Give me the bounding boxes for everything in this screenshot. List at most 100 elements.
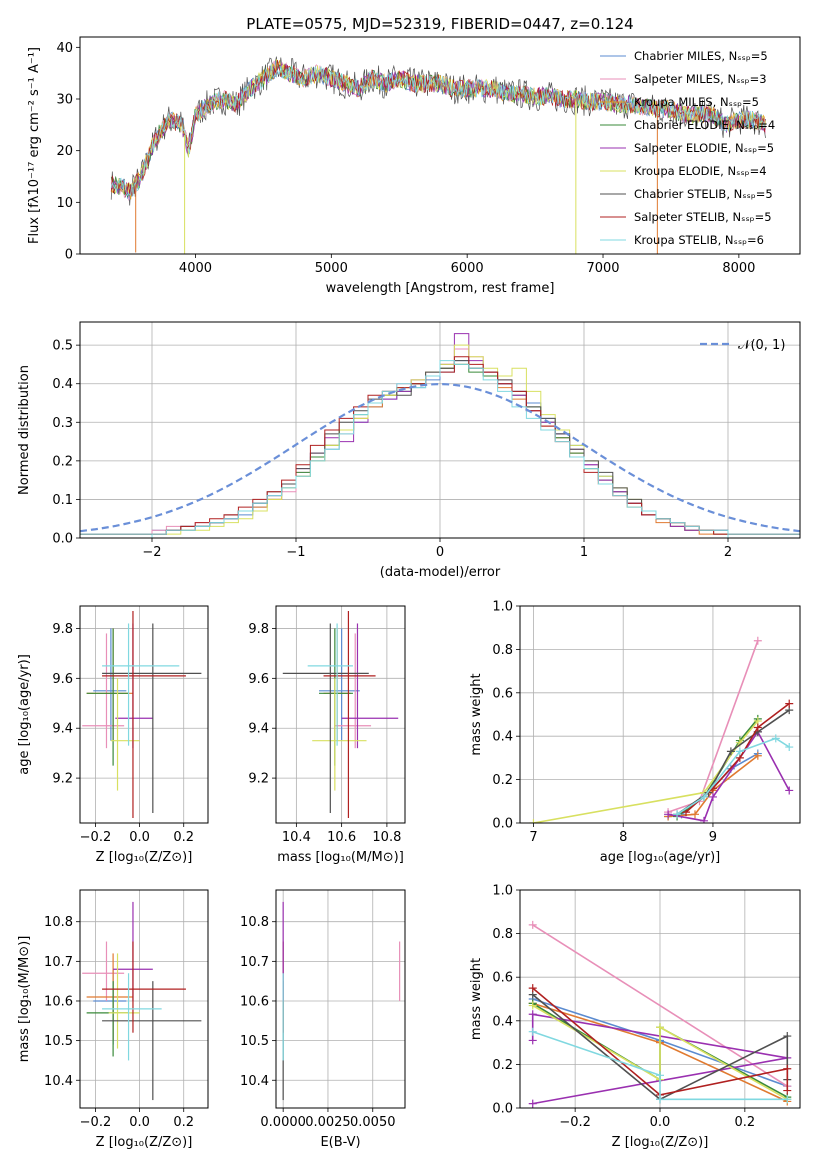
y-tick-label: 9.4	[248, 722, 269, 737]
y-tick-label: 9.8	[248, 622, 269, 637]
y-axis-label: age [log₁₀(age/yr)]	[17, 654, 32, 775]
y-tick-label: 9.2	[248, 772, 269, 787]
plot-area	[82, 901, 202, 1101]
chart-age-vs-z: −0.2 0.0 0.2 9.2 9.4 9.6 9.8 Z [log₁₀(Z/Z⊙)] age…	[17, 605, 209, 865]
x-axis-label: Z [log₁₀(Z/Z⊙)]	[96, 850, 193, 865]
x-tick-label: 0.0	[129, 1115, 150, 1130]
legend-label: Chabrier MILES, Nₛₛₚ=5	[634, 49, 768, 63]
weight-marker	[708, 792, 717, 801]
figure-title: PLATE=0575, MJD=52319, FIBERID=0447, z=0…	[246, 15, 633, 33]
chart-age-vs-mass: 10.4 10.6 10.8 9.2 9.4 9.6 9.8 mass [log₁₀(M/M⊙…	[248, 605, 406, 865]
plot-area	[282, 610, 399, 819]
x-tick-label: 4000	[179, 261, 212, 276]
y-tick-label: 9.6	[52, 672, 73, 687]
x-axis-label: Z [log₁₀(Z/Z⊙)]	[96, 1135, 193, 1150]
y-tick-label: 0	[65, 248, 73, 263]
x-tick-label: −1	[286, 545, 305, 560]
chart-residuals: 𝒩(0, 1) −2 −1 0 1 2 0.0 0.1 0.2 0.3 0.4 0.5 (data-mo…	[17, 321, 801, 580]
y-tick-label: 10.6	[240, 994, 269, 1009]
y-tick-label: 10	[56, 196, 73, 211]
weight-marker	[656, 1023, 664, 1032]
spectrum-line	[110, 60, 766, 196]
plot-area	[82, 610, 202, 819]
x-tick-label: 0.0025	[305, 1115, 351, 1130]
y-tick-label: 1.0	[492, 600, 513, 615]
x-tick-label: 7	[529, 830, 537, 845]
y-axis-label: Flux [fλ10⁻¹⁷ erg cm⁻² s⁻¹ A⁻¹]	[27, 47, 42, 244]
chart-mass-vs-ebv: 0.0000 0.0025 0.0050 10.4 10.5 10.6 10.7 10.8 E(…	[240, 889, 406, 1150]
weight-marker	[783, 1095, 792, 1104]
axes-frame	[275, 889, 406, 1109]
x-axis-label: age [log₁₀(age/yr)]	[600, 850, 721, 865]
y-tick-label: 0.0	[492, 817, 513, 832]
weight-marker	[753, 636, 762, 645]
x-tick-label: −0.2	[80, 830, 112, 845]
y-tick-label: 0.4	[492, 730, 513, 745]
weight-line	[532, 987, 789, 1096]
y-tick-label: 0.2	[492, 773, 513, 788]
legend-label: Chabrier STELIB, Nₛₛₚ=5	[634, 187, 773, 201]
y-axis-label: mass weight	[469, 673, 484, 755]
weight-line	[676, 718, 759, 818]
y-tick-label: 10.5	[240, 1034, 269, 1049]
x-axis-label: mass [log₁₀(M/M⊙)]	[277, 850, 404, 865]
weight-marker	[528, 984, 537, 993]
weight-marker	[735, 747, 744, 756]
weight-line	[532, 993, 789, 1101]
y-tick-label: 0.0	[492, 1102, 513, 1117]
y-tick-label: 0.3	[52, 416, 73, 431]
y-tick-label: 0.6	[492, 971, 513, 986]
plot-area	[282, 901, 401, 1101]
x-tick-label: 0.0	[650, 1115, 671, 1130]
y-tick-label: 20	[56, 144, 73, 159]
x-tick-label: 6000	[451, 261, 484, 276]
weight-marker	[783, 1032, 792, 1041]
weight-marker	[528, 1010, 537, 1019]
plot-area	[528, 920, 792, 1108]
weight-marker	[528, 1001, 537, 1010]
y-tick-label: 0.2	[492, 1058, 513, 1073]
y-tick-label: 10.4	[44, 1074, 73, 1089]
y-tick-label: 10.7	[240, 955, 269, 970]
x-tick-label: 0.0	[129, 830, 150, 845]
weight-marker	[753, 751, 762, 760]
weight-marker	[753, 723, 762, 732]
x-tick-label: −0.2	[80, 1115, 112, 1130]
x-tick-label: −2	[142, 545, 161, 560]
y-tick-label: 0.6	[492, 686, 513, 701]
chart-mass-vs-z: −0.2 0.0 0.2 10.4 10.5 10.6 10.7 10.8 Z [log₁₀(Z…	[17, 889, 209, 1150]
weight-marker	[771, 734, 780, 743]
legend-label: 𝒩(0, 1)	[738, 338, 785, 353]
weight-marker	[783, 1086, 792, 1095]
y-tick-label: 9.2	[52, 772, 73, 787]
weight-marker	[783, 1064, 792, 1073]
y-tick-label: 0.0	[52, 532, 73, 547]
x-tick-label: 0.0050	[350, 1115, 396, 1130]
weight-line	[532, 924, 788, 1087]
x-tick-label: 0	[436, 545, 444, 560]
y-tick-label: 9.8	[52, 622, 73, 637]
normal-curve	[80, 382, 800, 533]
x-tick-label: 0.0000	[260, 1115, 306, 1130]
weight-marker	[785, 786, 794, 795]
y-tick-label: 9.6	[248, 672, 269, 687]
x-tick-label: 7000	[586, 261, 619, 276]
chart-weight-vs-z: −0.2 0.0 0.2 0.0 0.2 0.4 0.6 0.8 1.0 Z [log₁₀(Z/Z…	[469, 884, 801, 1150]
x-tick-label: 8	[619, 830, 627, 845]
weight-marker	[528, 1027, 537, 1036]
weight-marker	[656, 1071, 664, 1080]
x-tick-label: 2	[724, 545, 732, 560]
legend-label: Kroupa MILES, Nₛₛₚ=5	[634, 95, 759, 109]
x-tick-label: 5000	[315, 261, 348, 276]
plot-area	[110, 56, 766, 254]
y-tick-label: 0.8	[492, 927, 513, 942]
plot-area	[529, 636, 794, 823]
x-tick-label: 10.4	[282, 830, 311, 845]
y-tick-label: 10.4	[240, 1074, 269, 1089]
axes-frame	[275, 605, 406, 824]
y-tick-label: 0.4	[52, 377, 73, 392]
legend-label: Kroupa ELODIE, Nₛₛₚ=4	[634, 164, 767, 178]
y-tick-label: 10.8	[44, 915, 73, 930]
weight-marker	[785, 699, 794, 708]
